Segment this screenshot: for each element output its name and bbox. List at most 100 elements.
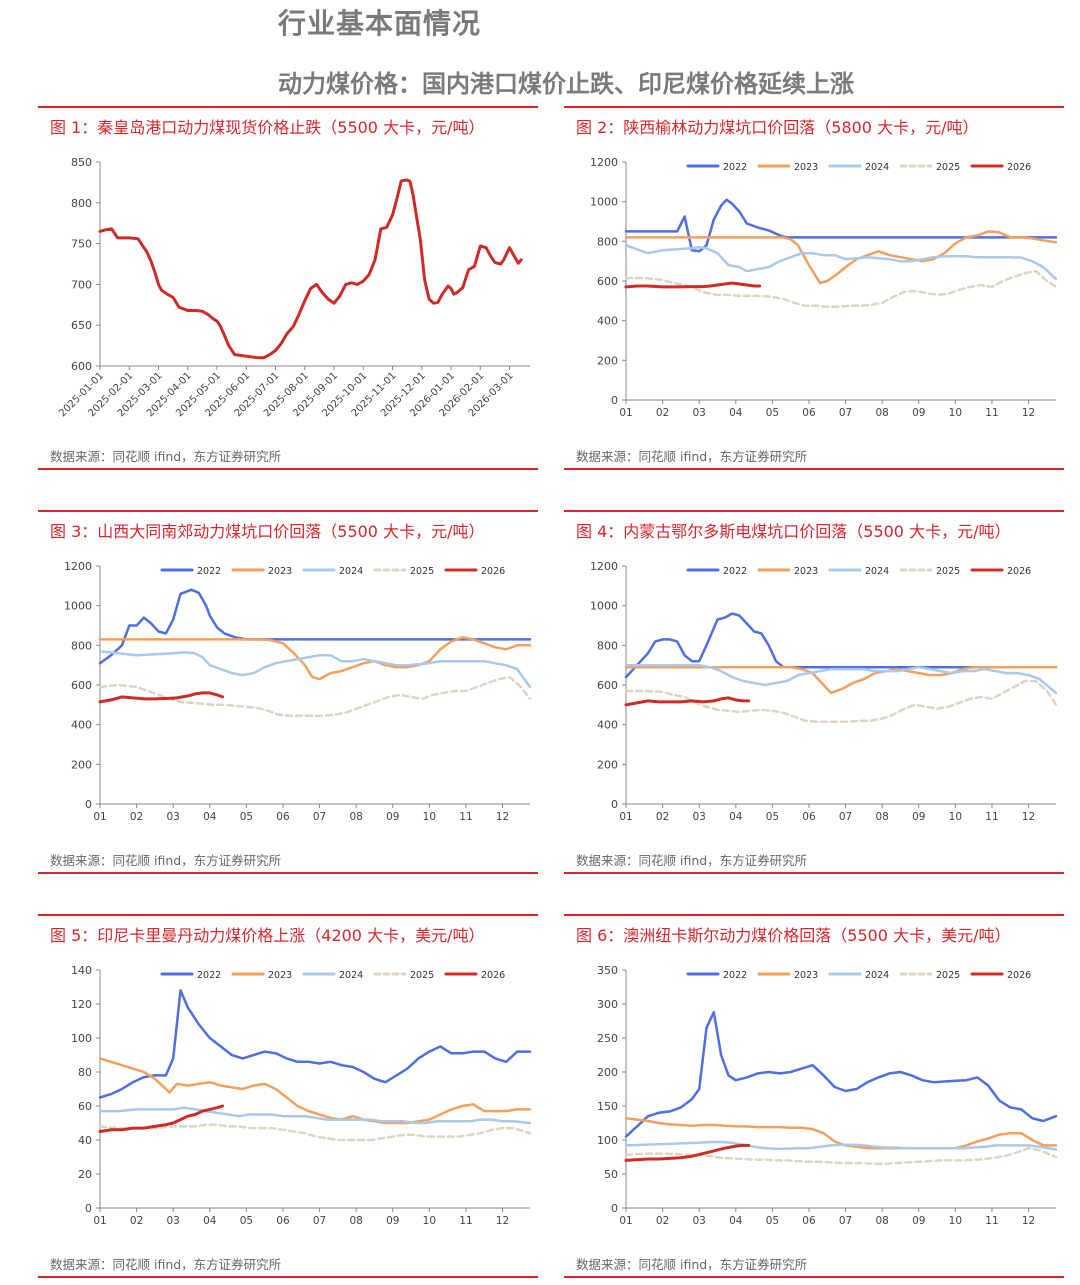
series-line-2024 [624, 663, 1058, 695]
x-tick-label: 07 [313, 811, 326, 823]
y-tick-label: 150 [597, 1100, 618, 1113]
series-line-2022 [98, 588, 532, 665]
x-tick-label: 05 [766, 407, 779, 419]
x-tick-label: 01 [619, 407, 632, 419]
series-line-2024 [98, 1106, 532, 1125]
x-tick-label: 04 [203, 1215, 217, 1227]
chart-svg: 6006507007508008502025-01-012025-02-0120… [57, 156, 530, 419]
panel-bottom-rule [564, 468, 1064, 470]
x-tick-label: 03 [693, 407, 706, 419]
series-line-2023 [624, 230, 1058, 285]
legend-label: 2025 [410, 970, 434, 981]
x-tick-label: 08 [349, 811, 362, 823]
x-tick-label: 04 [729, 811, 743, 823]
y-tick-label: 0 [85, 1202, 92, 1215]
y-tick-label: 1000 [590, 600, 618, 613]
y-tick-label: 0 [85, 798, 92, 811]
x-tick-label: 02 [656, 407, 669, 419]
legend-label: 2026 [1007, 970, 1031, 981]
panel-bottom-rule [38, 468, 538, 470]
x-tick-label: 12 [496, 1215, 509, 1227]
series-line-2025 [624, 269, 1058, 309]
x-tick-label: 10 [949, 1215, 962, 1227]
series-line-2026 [624, 1143, 751, 1162]
legend-label: 2024 [339, 566, 363, 577]
x-tick-label: 12 [496, 811, 509, 823]
x-tick-label: 01 [619, 1215, 632, 1227]
legend-label: 2026 [1007, 162, 1031, 173]
y-tick-label: 250 [597, 1032, 618, 1045]
y-tick-label: 1000 [64, 600, 92, 613]
y-tick-label: 600 [71, 360, 92, 373]
x-tick-label: 01 [619, 811, 632, 823]
legend-label: 2022 [197, 566, 221, 577]
x-tick-label: 07 [839, 1215, 852, 1227]
x-tick-label: 09 [386, 1215, 399, 1227]
chart-source: 数据来源：同花顺 ifind，东方证券研究所 [50, 853, 282, 868]
y-tick-label: 1200 [590, 560, 618, 573]
x-tick-label: 02 [130, 1215, 143, 1227]
panel-bottom-rule [564, 872, 1064, 874]
legend-label: 2025 [936, 566, 960, 577]
x-tick-label: 04 [729, 1215, 743, 1227]
y-tick-label: 1200 [590, 156, 618, 169]
x-tick-label: 08 [349, 1215, 362, 1227]
x-tick-label: 03 [693, 1215, 706, 1227]
x-tick-label: 06 [276, 1215, 290, 1227]
y-tick-label: 700 [71, 278, 92, 291]
y-tick-label: 120 [71, 998, 92, 1011]
chart-title: 图 2：陕西榆林动力煤坑口价回落（5800 大卡，元/吨） [576, 118, 979, 137]
y-tick-label: 800 [597, 235, 618, 248]
y-tick-label: 50 [604, 1168, 618, 1181]
panel-bottom-rule [564, 1276, 1064, 1278]
x-tick-label: 05 [766, 1215, 779, 1227]
y-tick-label: 200 [597, 1066, 618, 1079]
x-tick-label: 07 [839, 811, 852, 823]
legend-label: 2026 [481, 566, 505, 577]
series-line-2022 [624, 198, 1058, 253]
legend-label: 2025 [936, 970, 960, 981]
y-tick-label: 0 [611, 394, 618, 407]
chart-svg: 0 20 40 60 80 100 120 140 01 02 03 04 05 06 07 08 09 10 11… [71, 964, 532, 1227]
chart-svg: 0 200 400 600 800 1000 1200 01 02 03 04 05 06 07 08 09 1… [590, 560, 1058, 823]
x-tick-label: 10 [423, 1215, 436, 1227]
chart-panel-5: 图 5：印尼卡里曼丹动力煤价格上涨（4200 大卡，美元/吨） 0 2 0 4 0 6 0 8 0… [38, 914, 538, 1278]
legend-label: 2022 [723, 162, 747, 173]
x-tick-label: 06 [802, 1215, 816, 1227]
panel-top-rule [564, 510, 1064, 512]
y-tick-label: 650 [71, 319, 92, 332]
y-tick-label: 200 [71, 758, 92, 771]
x-tick-label: 02 [656, 1215, 669, 1227]
x-tick-label: 12 [1022, 407, 1035, 419]
section-title: 行业基本面情况 [278, 7, 482, 40]
y-tick-label: 400 [597, 315, 618, 328]
legend-label: 2023 [794, 566, 818, 577]
x-tick-label: 10 [949, 407, 962, 419]
x-tick-label: 04 [729, 407, 743, 419]
chart-source: 数据来源：同花顺 ifind，东方证券研究所 [50, 449, 282, 464]
chart-title: 图 3：山西大同南郊动力煤坑口价回落（5500 大卡，元/吨） [50, 522, 485, 541]
x-tick-label: 06 [802, 407, 816, 419]
chart-title: 图 5：印尼卡里曼丹动力煤价格上涨（4200 大卡，美元/吨） [50, 926, 485, 945]
page-subtitle: 动力煤价格：国内港口煤价止跌、印尼煤价格延续上涨 [278, 70, 854, 98]
chart-source: 数据来源：同花顺 ifind，东方证券研究所 [50, 1257, 282, 1272]
panel-bottom-rule [38, 872, 538, 874]
x-tick-label: 09 [912, 811, 925, 823]
x-tick-label: 11 [985, 1215, 998, 1227]
x-tick-label: 07 [313, 1215, 326, 1227]
x-tick-label: 05 [240, 1215, 253, 1227]
x-tick-label: 09 [912, 1215, 925, 1227]
y-tick-label: 400 [597, 719, 618, 732]
x-tick-label: 03 [167, 1215, 180, 1227]
legend-label: 2022 [723, 566, 747, 577]
panel-top-rule [38, 106, 538, 108]
series-line-2025 [98, 1123, 532, 1142]
panel-top-rule [564, 914, 1064, 916]
x-tick-label: 09 [912, 407, 925, 419]
chart-title: 图 4：内蒙古鄂尔多斯电煤坑口价回落（5500 大卡，元/吨） [576, 522, 1011, 541]
y-tick-label: 20 [78, 1168, 92, 1181]
legend-label: 2026 [1007, 566, 1031, 577]
legend-label: 2024 [339, 970, 363, 981]
x-tick-label: 05 [240, 811, 253, 823]
y-tick-label: 200 [597, 758, 618, 771]
